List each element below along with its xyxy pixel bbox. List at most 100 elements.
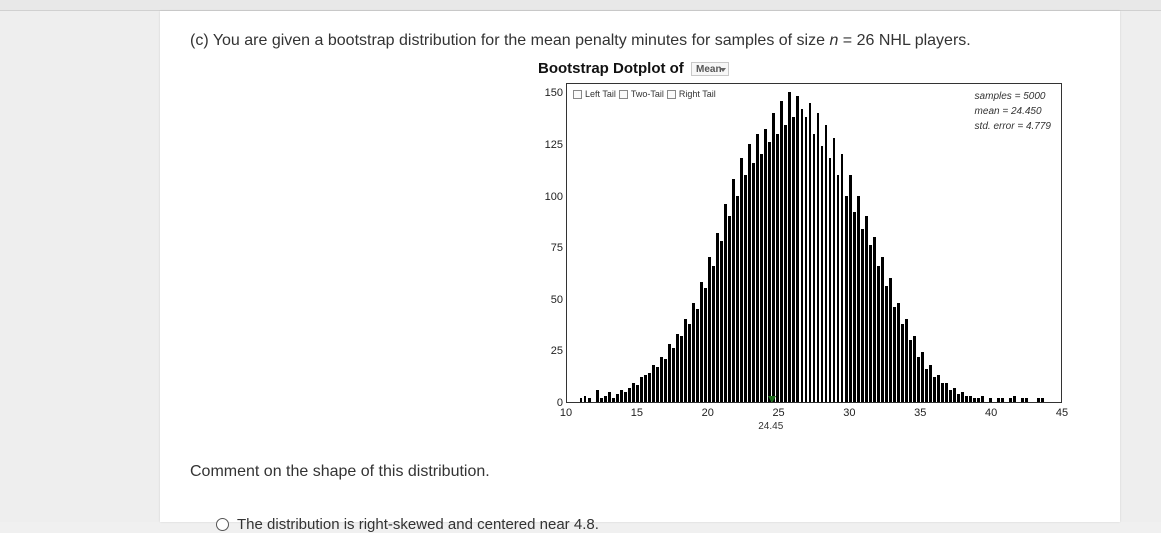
x-tick-label: 40 xyxy=(985,407,997,419)
bar xyxy=(845,196,848,402)
bar xyxy=(889,278,892,402)
bar xyxy=(901,324,904,402)
bar xyxy=(945,383,948,402)
bar xyxy=(688,324,691,402)
bar xyxy=(636,385,639,402)
bar xyxy=(1025,398,1028,402)
n-value: = 26 NHL players. xyxy=(838,32,970,49)
bar xyxy=(877,266,880,402)
bar xyxy=(929,365,932,402)
bar xyxy=(632,383,635,402)
bar xyxy=(584,396,587,402)
bar xyxy=(668,344,671,402)
x-tick-label: 45 xyxy=(1056,407,1068,419)
bar xyxy=(885,286,888,402)
bar xyxy=(772,113,775,402)
bar xyxy=(740,158,743,402)
bar xyxy=(728,216,731,402)
bar xyxy=(748,144,751,402)
y-tick-label: 100 xyxy=(527,191,563,203)
y-tick-label: 150 xyxy=(527,87,563,99)
bar xyxy=(712,266,715,402)
bar xyxy=(825,125,828,402)
bar xyxy=(909,340,912,402)
bar xyxy=(949,390,952,402)
bar xyxy=(608,392,611,402)
option-1-text: The distribution is right-skewed and cen… xyxy=(237,516,599,533)
bar xyxy=(997,398,1000,402)
bar xyxy=(981,396,984,402)
bar xyxy=(600,398,603,402)
top-bar xyxy=(0,0,1161,11)
bar xyxy=(805,117,808,402)
bar xyxy=(684,319,687,402)
bar xyxy=(1021,398,1024,402)
bar-container xyxy=(567,84,1061,402)
center-marker xyxy=(768,396,776,403)
bar xyxy=(813,134,816,402)
bar xyxy=(969,396,972,402)
plot-title: Bootstrap Dotplot of Mean xyxy=(538,60,729,77)
bar xyxy=(973,398,976,402)
bar xyxy=(861,229,864,402)
bar xyxy=(716,233,719,402)
bar xyxy=(857,196,860,402)
bar xyxy=(708,257,711,402)
bar xyxy=(965,396,968,402)
bar xyxy=(620,390,623,402)
bar xyxy=(921,352,924,402)
bar xyxy=(893,307,896,402)
x-tick-label: 20 xyxy=(702,407,714,419)
bar xyxy=(941,383,944,402)
bar xyxy=(760,154,763,402)
bar xyxy=(961,392,964,402)
plot-title-text: Bootstrap Dotplot of xyxy=(538,60,684,77)
bar xyxy=(841,154,844,402)
bar xyxy=(817,113,820,402)
bar xyxy=(873,237,876,402)
bar xyxy=(724,204,727,402)
bar xyxy=(764,129,767,402)
bar xyxy=(752,163,755,402)
x-tick-label: 35 xyxy=(914,407,926,419)
bar xyxy=(692,303,695,402)
bar xyxy=(933,377,936,402)
bar xyxy=(837,175,840,402)
option-1-radio[interactable] xyxy=(216,518,229,531)
stat-dropdown[interactable]: Mean xyxy=(691,62,729,76)
option-1-row[interactable]: The distribution is right-skewed and cen… xyxy=(216,516,599,533)
bar xyxy=(913,336,916,402)
y-tick-label: 0 xyxy=(527,397,563,409)
bar xyxy=(796,96,799,402)
bar xyxy=(865,216,868,402)
x-tick-label: 10 xyxy=(560,407,572,419)
bar xyxy=(897,303,900,402)
bar xyxy=(937,375,940,402)
bar xyxy=(644,375,647,402)
y-tick-label: 75 xyxy=(527,242,563,254)
bar xyxy=(656,367,659,402)
chart: 1501251007550250 1015202530354045 Left T… xyxy=(523,83,1063,433)
bar xyxy=(776,134,779,402)
bar xyxy=(664,359,667,402)
bar xyxy=(780,101,783,402)
bar xyxy=(1009,398,1012,402)
bar xyxy=(604,396,607,402)
y-tick-label: 25 xyxy=(527,345,563,357)
bar xyxy=(977,398,980,402)
bar xyxy=(736,196,739,402)
bar xyxy=(829,158,832,402)
bar xyxy=(700,282,703,402)
y-tick-label: 125 xyxy=(527,139,563,151)
bar xyxy=(648,373,651,402)
center-label: 24.45 xyxy=(758,421,783,432)
bar xyxy=(784,125,787,402)
x-tick-label: 25 xyxy=(772,407,784,419)
bar xyxy=(612,398,615,402)
comment-prompt: Comment on the shape of this distributio… xyxy=(190,463,490,481)
bar xyxy=(788,92,791,402)
bar xyxy=(833,138,836,402)
bar xyxy=(676,334,679,402)
bar xyxy=(704,288,707,402)
bar xyxy=(768,142,771,402)
